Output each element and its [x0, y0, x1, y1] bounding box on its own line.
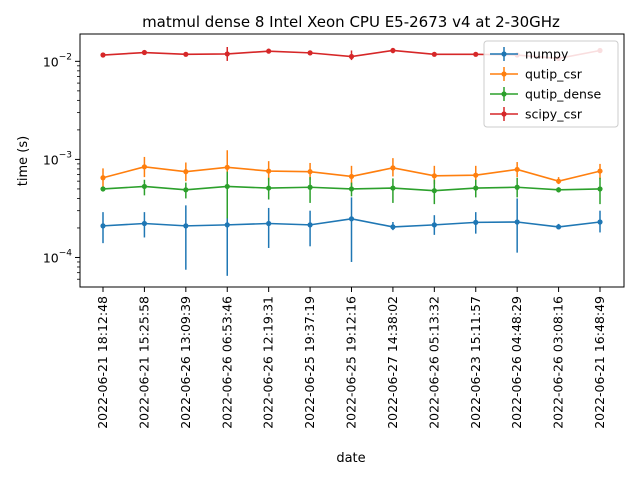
legend-marker-qutip_csr — [501, 71, 507, 77]
data-point-qutip_csr-6 — [348, 173, 355, 180]
y-tick-label-1: 10−3 — [43, 150, 72, 167]
legend-item-numpy: numpy — [490, 47, 569, 62]
data-point-qutip_dense-5 — [307, 184, 313, 190]
data-point-qutip_dense-10 — [514, 184, 520, 190]
data-point-qutip_dense-6 — [348, 186, 355, 192]
x-tick-label-6: 2022-06-25 19:12:16 — [344, 296, 359, 429]
data-point-scipy_csr-6 — [348, 53, 355, 60]
legend-label-qutip_csr: qutip_csr — [525, 67, 583, 82]
x-tick-label-3: 2022-06-26 06:53:46 — [219, 296, 234, 429]
legend-item-scipy_csr: scipy_csr — [490, 107, 583, 122]
data-point-numpy-1 — [141, 220, 148, 227]
data-point-qutip_csr-1 — [141, 164, 148, 170]
data-point-numpy-9 — [473, 219, 479, 225]
x-tick-label-9: 2022-06-23 15:11:57 — [468, 296, 483, 429]
data-point-qutip_csr-2 — [183, 169, 189, 175]
legend: numpy qutip_csr qutip_dense scipy_csr — [483, 40, 619, 128]
y-axis: 10−4 10−3 10−2 — [43, 52, 80, 280]
y-tick-label-2: 10−2 — [43, 52, 72, 69]
data-point-scipy_csr-0 — [100, 52, 106, 58]
x-tick-label-0: 2022-06-21 18:12:48 — [95, 296, 110, 429]
x-tick-label-7: 2022-06-27 14:38:02 — [385, 296, 400, 429]
data-point-qutip_csr-11 — [555, 178, 562, 184]
x-tick-label-4: 2022-06-26 12:19:31 — [261, 296, 276, 429]
data-point-numpy-7 — [390, 224, 396, 230]
data-point-scipy_csr-8 — [431, 51, 437, 57]
data-point-qutip_dense-4 — [266, 185, 272, 191]
data-point-qutip_csr-5 — [307, 169, 313, 175]
legend-item-qutip_dense: qutip_dense — [490, 87, 601, 102]
legend-marker-numpy — [501, 51, 507, 57]
data-point-scipy_csr-5 — [307, 50, 313, 56]
chart-title: matmul dense 8 Intel Xeon CPU E5-2673 v4… — [142, 13, 560, 31]
data-point-qutip_csr-10 — [514, 166, 520, 173]
data-point-qutip_dense-11 — [555, 187, 562, 193]
data-point-qutip_csr-0 — [100, 175, 106, 181]
legend-marker-scipy_csr — [501, 111, 507, 117]
data-point-numpy-5 — [307, 222, 313, 228]
legend-label-scipy_csr: scipy_csr — [525, 107, 583, 122]
y-axis-label: time (s) — [16, 136, 31, 186]
data-point-qutip_csr-3 — [224, 164, 230, 170]
plot-area — [100, 47, 603, 276]
data-point-qutip_csr-9 — [473, 172, 479, 178]
data-point-numpy-4 — [266, 220, 272, 227]
data-point-scipy_csr-3 — [224, 51, 230, 57]
data-point-qutip_csr-12 — [597, 168, 603, 174]
data-point-qutip_dense-2 — [183, 187, 189, 193]
data-point-numpy-8 — [431, 222, 437, 228]
x-tick-label-1: 2022-06-21 15:25:58 — [136, 296, 151, 429]
x-tick-label-10: 2022-06-26 04:48:29 — [509, 296, 524, 429]
data-point-scipy_csr-9 — [473, 51, 479, 57]
series-numpy — [100, 197, 603, 276]
data-point-qutip_dense-8 — [431, 188, 437, 194]
x-tick-label-12: 2022-06-21 16:48:49 — [592, 296, 607, 429]
data-point-scipy_csr-1 — [141, 49, 148, 56]
data-point-qutip_csr-8 — [431, 173, 437, 179]
data-point-numpy-0 — [100, 223, 106, 229]
data-point-qutip_dense-7 — [390, 185, 396, 191]
data-point-qutip_dense-1 — [141, 183, 148, 190]
legend-label-qutip_dense: qutip_dense — [525, 87, 601, 102]
data-point-numpy-3 — [224, 222, 230, 228]
x-tick-label-8: 2022-06-26 05:13:32 — [426, 296, 441, 429]
x-tick-label-5: 2022-06-25 19:37:19 — [302, 296, 317, 429]
data-point-qutip_csr-4 — [266, 168, 272, 174]
data-point-qutip_dense-0 — [100, 186, 106, 192]
y-tick-label-0: 10−4 — [43, 248, 72, 265]
data-point-scipy_csr-2 — [183, 51, 189, 57]
data-point-numpy-11 — [555, 224, 562, 230]
legend-label-numpy: numpy — [525, 47, 569, 62]
data-point-scipy_csr-4 — [266, 48, 272, 54]
data-point-qutip_dense-9 — [473, 185, 479, 191]
series-qutip_dense — [100, 171, 603, 219]
data-point-qutip_csr-7 — [390, 165, 396, 171]
legend-marker-qutip_dense — [501, 91, 507, 97]
data-point-scipy_csr-7 — [390, 47, 396, 54]
data-point-qutip_dense-3 — [224, 183, 230, 190]
x-tick-label-11: 2022-06-26 03:08:16 — [551, 296, 566, 429]
data-point-qutip_dense-12 — [597, 186, 603, 192]
data-point-numpy-2 — [183, 223, 189, 229]
legend-item-qutip_csr: qutip_csr — [490, 67, 583, 82]
data-point-numpy-12 — [597, 219, 603, 225]
data-point-numpy-6 — [348, 216, 355, 222]
legend-box — [483, 40, 619, 128]
x-axis: 2022-06-21 18:12:48 2022-06-21 15:25:58 20… — [95, 287, 607, 429]
data-point-numpy-10 — [514, 219, 520, 225]
x-axis-label: date — [336, 451, 365, 466]
x-tick-label-2: 2022-06-26 13:09:39 — [178, 296, 193, 429]
